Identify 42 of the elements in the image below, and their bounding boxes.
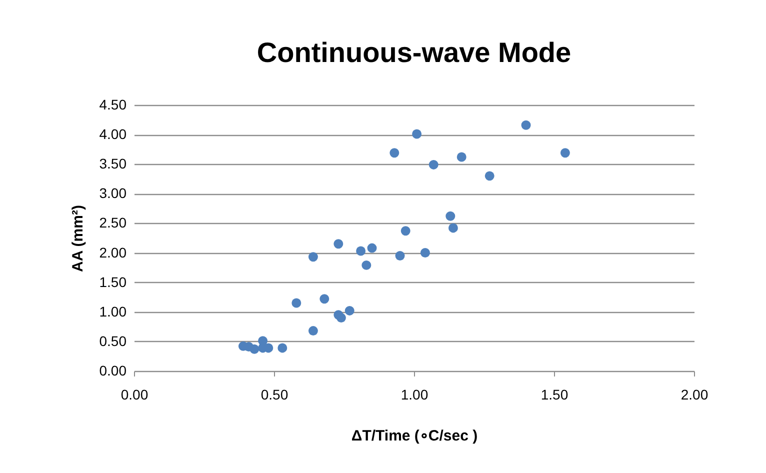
point bbox=[308, 252, 318, 262]
point bbox=[448, 223, 458, 233]
y-tick-label: 4.50 bbox=[99, 96, 127, 112]
y-tick-label: 3.50 bbox=[99, 156, 127, 172]
x-tick-label: 1.00 bbox=[400, 386, 428, 402]
point bbox=[334, 239, 344, 249]
point bbox=[400, 226, 410, 236]
y-tick-label: 1.00 bbox=[99, 303, 127, 320]
point bbox=[484, 171, 494, 181]
chart-title: Continuous-wave Mode bbox=[256, 37, 572, 68]
y-tick-label: 0.00 bbox=[99, 362, 127, 378]
point bbox=[336, 313, 346, 323]
point bbox=[395, 251, 405, 260]
y-tick-label: 2.00 bbox=[99, 244, 127, 260]
x-tick-label: 0.00 bbox=[120, 386, 148, 402]
point bbox=[356, 246, 366, 256]
point bbox=[428, 160, 438, 170]
x-tick-label: 2.00 bbox=[680, 386, 708, 402]
y-tick-label: 0.50 bbox=[99, 332, 127, 349]
point bbox=[250, 344, 260, 354]
x-tick-label: 0.50 bbox=[260, 386, 288, 402]
point bbox=[362, 260, 372, 270]
point bbox=[456, 152, 466, 162]
x-axis-title: ΔT/Time (∘C/sec ) bbox=[351, 428, 478, 444]
point bbox=[390, 148, 400, 158]
point bbox=[412, 129, 422, 139]
point bbox=[278, 343, 288, 353]
point bbox=[308, 326, 318, 336]
point bbox=[446, 211, 456, 221]
x-tick-label: 1.50 bbox=[540, 386, 568, 402]
point bbox=[420, 248, 430, 258]
point bbox=[521, 120, 531, 130]
point bbox=[560, 148, 570, 158]
y-axis-title: AA (mm²) bbox=[69, 205, 86, 272]
point bbox=[367, 243, 377, 253]
y-tick-label: 2.50 bbox=[99, 214, 127, 231]
point bbox=[344, 306, 354, 316]
y-tick-label: 3.00 bbox=[99, 185, 127, 202]
point bbox=[292, 298, 302, 308]
y-tick-label: 4.00 bbox=[99, 126, 127, 142]
point bbox=[320, 294, 330, 304]
y-tick-label: 1.50 bbox=[99, 274, 127, 290]
